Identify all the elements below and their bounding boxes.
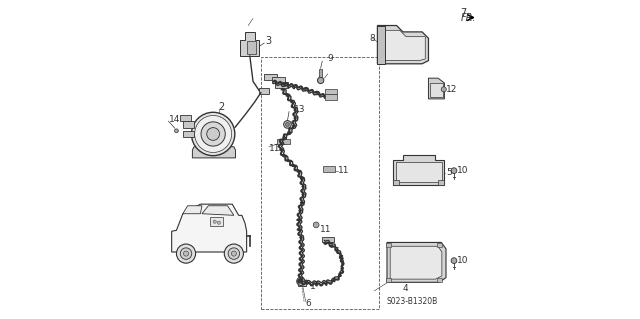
- Polygon shape: [394, 180, 399, 185]
- Polygon shape: [437, 243, 442, 247]
- Circle shape: [317, 77, 324, 84]
- Circle shape: [231, 251, 236, 256]
- Polygon shape: [321, 237, 334, 242]
- Circle shape: [451, 168, 457, 174]
- Polygon shape: [180, 115, 191, 121]
- Circle shape: [228, 248, 239, 259]
- Polygon shape: [298, 281, 306, 286]
- Polygon shape: [172, 204, 246, 252]
- Polygon shape: [323, 166, 335, 172]
- Polygon shape: [259, 88, 269, 94]
- Text: 11: 11: [320, 225, 332, 234]
- Circle shape: [195, 115, 232, 152]
- Circle shape: [175, 129, 179, 133]
- Text: 14: 14: [168, 115, 180, 124]
- Text: 2: 2: [218, 102, 224, 112]
- Polygon shape: [277, 139, 285, 144]
- Circle shape: [297, 277, 305, 286]
- Polygon shape: [378, 26, 428, 64]
- Text: 8: 8: [369, 34, 375, 43]
- Text: 11: 11: [337, 166, 349, 175]
- Polygon shape: [275, 82, 288, 88]
- Circle shape: [207, 128, 220, 140]
- Polygon shape: [272, 77, 285, 83]
- Bar: [319, 69, 322, 77]
- Circle shape: [299, 279, 303, 283]
- Polygon shape: [183, 121, 194, 128]
- Circle shape: [224, 244, 243, 263]
- Text: 3: 3: [266, 36, 272, 47]
- Circle shape: [177, 244, 196, 263]
- Polygon shape: [394, 155, 444, 185]
- Text: 5: 5: [446, 168, 452, 177]
- Text: 9: 9: [327, 54, 333, 63]
- Circle shape: [184, 251, 189, 256]
- Bar: [246, 41, 256, 54]
- Circle shape: [213, 220, 216, 223]
- Polygon shape: [264, 74, 277, 80]
- Polygon shape: [324, 89, 337, 94]
- Polygon shape: [282, 139, 290, 144]
- Bar: [261, 57, 379, 309]
- Circle shape: [451, 258, 457, 263]
- Text: 10: 10: [457, 256, 468, 265]
- Text: FR.: FR.: [460, 12, 476, 23]
- Polygon shape: [396, 162, 442, 182]
- Text: 10: 10: [457, 166, 468, 175]
- Text: 7: 7: [460, 8, 467, 18]
- Polygon shape: [240, 32, 259, 56]
- Polygon shape: [387, 242, 446, 282]
- Text: 4: 4: [403, 284, 408, 293]
- Circle shape: [285, 122, 289, 126]
- Text: 12: 12: [446, 85, 458, 94]
- Polygon shape: [387, 243, 391, 247]
- Circle shape: [284, 121, 291, 128]
- Polygon shape: [202, 206, 234, 215]
- Polygon shape: [381, 30, 425, 61]
- Text: 1: 1: [310, 282, 316, 291]
- Circle shape: [314, 222, 319, 228]
- Text: 13: 13: [294, 105, 305, 114]
- Polygon shape: [437, 278, 442, 282]
- Text: S023-B1320B: S023-B1320B: [387, 297, 438, 306]
- Polygon shape: [428, 78, 444, 99]
- Text: 11: 11: [269, 144, 280, 153]
- Polygon shape: [387, 278, 391, 282]
- Polygon shape: [183, 206, 202, 214]
- Circle shape: [201, 122, 225, 146]
- Polygon shape: [390, 246, 442, 279]
- Bar: [210, 217, 223, 226]
- Polygon shape: [183, 131, 194, 137]
- Circle shape: [180, 248, 192, 259]
- Polygon shape: [324, 94, 337, 100]
- Bar: [430, 83, 443, 97]
- Circle shape: [441, 87, 446, 92]
- Circle shape: [191, 112, 235, 156]
- Polygon shape: [378, 26, 385, 64]
- Polygon shape: [193, 147, 236, 158]
- Polygon shape: [438, 180, 444, 185]
- Circle shape: [218, 221, 220, 224]
- Text: 6: 6: [306, 299, 312, 308]
- Polygon shape: [378, 59, 384, 64]
